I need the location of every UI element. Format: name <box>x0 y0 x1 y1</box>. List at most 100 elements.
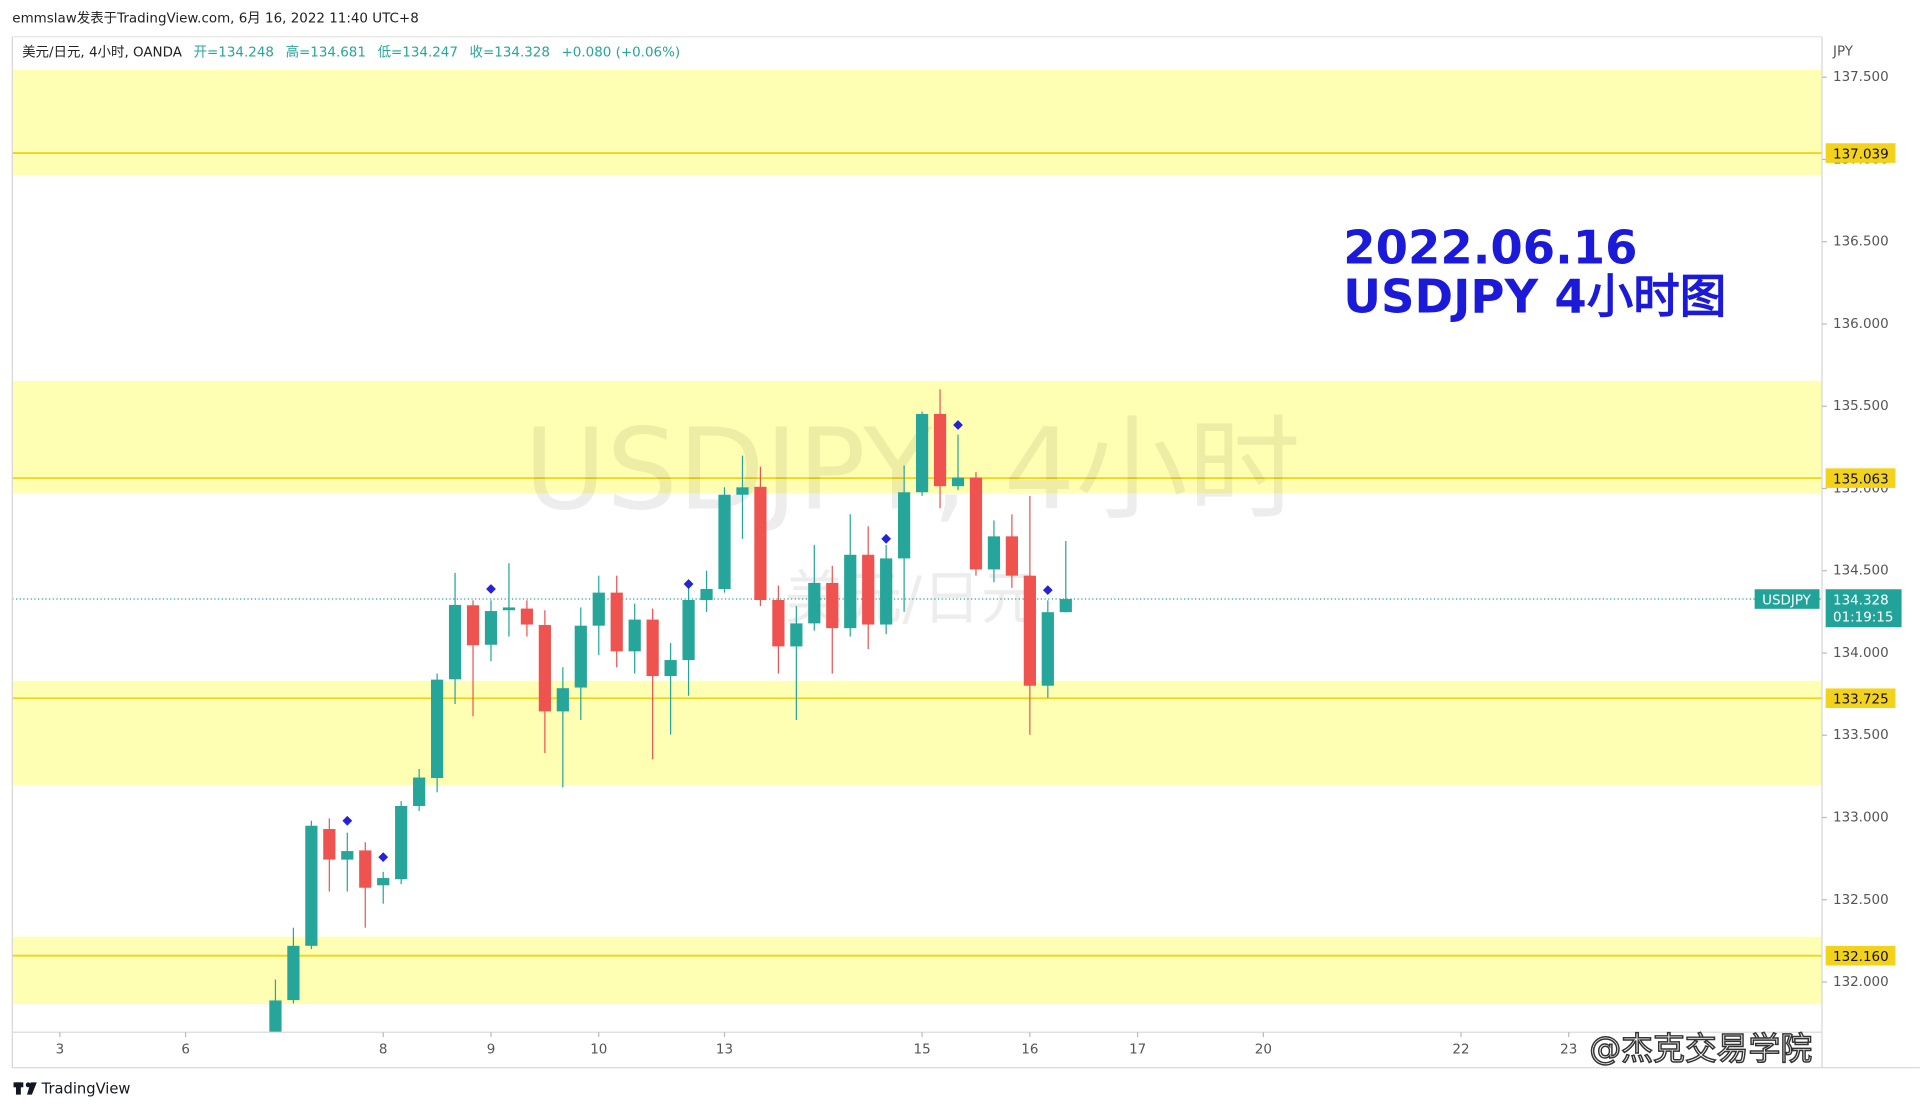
candle-body <box>556 688 569 712</box>
y-tick-label: 134.500 <box>1833 564 1889 579</box>
candle-body <box>448 604 462 680</box>
candle-body <box>969 477 983 570</box>
signal-marker <box>486 584 496 594</box>
y-tick-label: 137.500 <box>1833 70 1889 85</box>
footer-credit: @杰克交易学院 <box>1589 1030 1812 1068</box>
level-label: 137.039 <box>1833 147 1889 162</box>
candle-body <box>430 679 444 779</box>
legend: 美元/日元, 4小时, OANDA 开=134.248 高=134.681 低=… <box>22 44 680 61</box>
candle-body <box>1041 612 1054 686</box>
x-tick-label: 16 <box>1021 1042 1038 1057</box>
candle-body <box>395 805 408 880</box>
candle-body <box>574 625 587 688</box>
candle-body <box>484 611 498 645</box>
legend-item: 收=134.328 <box>470 45 550 61</box>
legend-item: 高=134.681 <box>286 44 366 61</box>
x-tick-label: 10 <box>590 1042 607 1057</box>
zone <box>12 680 1822 785</box>
candle-body <box>592 592 605 626</box>
candle-body <box>718 494 731 589</box>
candle-body <box>700 588 713 601</box>
author-line: emmslaw发表于TradingView.com, 6月 16, 2022 1… <box>12 10 418 26</box>
y-tick-label: 135.500 <box>1833 399 1889 414</box>
last-price-label: 134.328 <box>1833 593 1889 608</box>
candle-body <box>736 487 749 495</box>
x-tick-label: 22 <box>1452 1042 1469 1057</box>
zone <box>12 936 1822 1005</box>
signal-marker <box>378 852 389 863</box>
signal-marker <box>683 579 694 589</box>
y-tick-label: 132.000 <box>1833 975 1889 990</box>
tradingview-logo <box>13 1082 37 1095</box>
legend-item: 开=134.248 <box>194 46 274 61</box>
level-label-box <box>1825 468 1896 488</box>
y-tick-label: 136.500 <box>1833 235 1889 250</box>
y-tick-label: 134.000 <box>1833 646 1889 661</box>
watermark-sub: 美元/日元 <box>785 564 1040 633</box>
last-price-name: USDJPY <box>1762 593 1812 608</box>
legend-item: +0.080 (+0.06%) <box>562 46 681 61</box>
level-label-box <box>1825 143 1896 163</box>
level-label: 133.725 <box>1833 692 1889 707</box>
candle-body <box>323 829 336 860</box>
last-price-countdown: 01:19:15 <box>1833 610 1893 625</box>
level-label: 135.063 <box>1833 472 1889 487</box>
candle-body <box>628 619 641 652</box>
candle-body <box>1059 599 1072 613</box>
candle-body <box>466 605 480 646</box>
x-tick-label: 9 <box>487 1042 496 1057</box>
candle-body <box>754 486 767 601</box>
legend-symbol: 美元/日元, 4小时, OANDA <box>22 45 183 61</box>
candle-body <box>951 477 965 487</box>
candle-body <box>790 623 803 647</box>
candle-body <box>844 554 857 629</box>
plot <box>12 389 1822 1033</box>
signal-marker <box>881 533 892 544</box>
candle-body <box>898 492 911 559</box>
candle-body <box>826 582 839 629</box>
candle-body <box>502 607 516 611</box>
x-tick-label: 8 <box>379 1042 388 1057</box>
candle-body <box>359 850 372 888</box>
candle-body <box>520 608 534 625</box>
level-label-box <box>1825 945 1896 966</box>
candle-body <box>287 945 300 1001</box>
candle-body <box>664 660 677 677</box>
x-tick-label: 20 <box>1255 1042 1272 1057</box>
candle-body <box>538 625 551 712</box>
level-label-box <box>1825 688 1896 709</box>
y-tick-label: 133.000 <box>1833 811 1889 826</box>
candle-body <box>269 1000 282 1033</box>
candle-body <box>341 851 354 860</box>
x-tick-label: 15 <box>914 1042 931 1057</box>
candle-body <box>915 413 929 493</box>
x-tick-label: 6 <box>181 1042 190 1057</box>
candle-body <box>808 582 821 624</box>
signal-marker <box>342 815 353 826</box>
candle-body <box>682 600 695 661</box>
candle-body <box>772 600 785 647</box>
candle-body <box>610 592 623 652</box>
signal-marker <box>1042 585 1053 596</box>
candle-body <box>413 777 426 806</box>
last-price-name-box <box>1754 589 1820 609</box>
candle-body <box>646 619 659 677</box>
level-label: 132.160 <box>1833 950 1889 965</box>
last-price-box <box>1825 589 1902 628</box>
y-tick-label: 133.500 <box>1833 728 1889 743</box>
candle-body <box>987 536 1001 570</box>
annotation-title: USDJPY 4小时图 <box>1343 269 1726 323</box>
signal-marker <box>953 420 963 430</box>
watermark: USDJPY, 4小时 <box>524 403 1301 535</box>
y-tick-label: 132.500 <box>1833 893 1889 908</box>
candle-body <box>1005 536 1019 576</box>
x-tick-label: 23 <box>1560 1042 1577 1057</box>
candle-body <box>305 825 318 946</box>
zones <box>12 69 1822 1005</box>
x-tick-label: 17 <box>1129 1042 1146 1057</box>
y-unit: JPY <box>1832 44 1854 59</box>
candle-body <box>1023 575 1036 686</box>
candle-body <box>862 554 875 625</box>
